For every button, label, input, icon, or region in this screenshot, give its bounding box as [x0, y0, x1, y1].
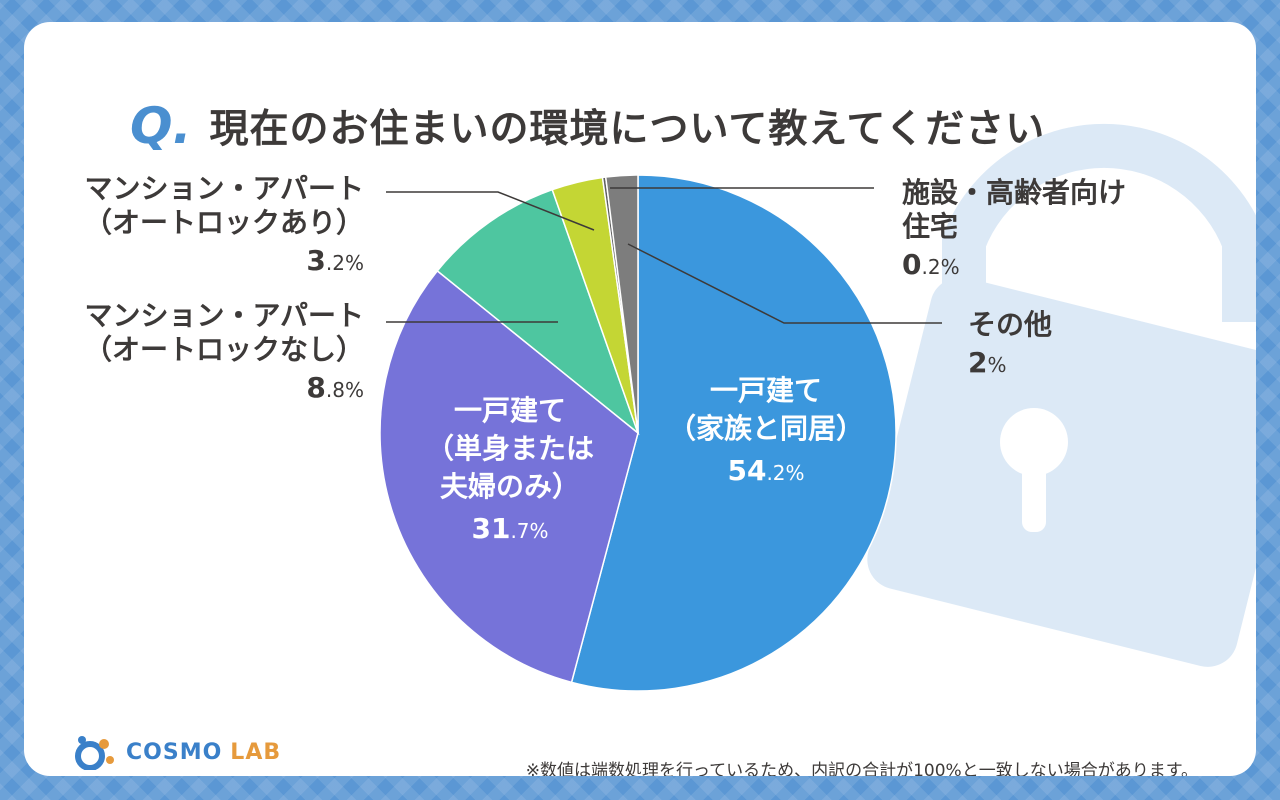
pie-slice-2: [436, 188, 640, 436]
slice-value-1: 31.7%: [471, 512, 548, 545]
footnote: ※数値は端数処理を行っているため、内訳の合計が100%と一致しない場合があります…: [525, 761, 1198, 776]
pie-slice-1: [379, 269, 639, 684]
slice-label-1-line-2: 夫婦のみ）: [440, 470, 580, 503]
page-title: 現在のお住まいの環境について教えてください: [209, 107, 1046, 152]
logo: COSMO LAB: [74, 734, 281, 770]
slice-label-1-line-1: （単身または: [426, 432, 594, 465]
leader-line-5: [627, 243, 942, 324]
slice-label-0-line-1: （家族と同居）: [668, 412, 864, 445]
slice-label-2-line-0: マンション・アパート: [85, 299, 364, 332]
slice-label-2-line-1: （オートロックなし）: [84, 333, 364, 366]
pie-slice-0: [570, 174, 897, 692]
pie-slice-5: [604, 174, 639, 434]
slice-label-4-line-1: 住宅: [902, 210, 958, 243]
logo-text: COSMO: [126, 739, 223, 765]
logo-lab-text: LAB: [230, 739, 282, 765]
lock-watermark-icon: [867, 123, 1256, 667]
slice-value-5: 2%: [968, 346, 1007, 379]
slice-label-5-line-0: その他: [968, 308, 1052, 341]
slice-value-4: 0.2%: [902, 248, 960, 281]
slice-label-0-line-0: 一戸建て: [710, 374, 822, 407]
slice-label-3-line-0: マンション・アパート: [85, 172, 364, 205]
slice-label-1-line-0: 一戸建て: [454, 394, 566, 427]
title: Q. 現在のお住まいの環境について教えてください: [130, 86, 1045, 166]
slice-label-4-line-0: 施設・高齢者向け: [902, 176, 1126, 209]
slice-value-0: 54.2%: [727, 454, 804, 487]
question-mark-label: Q.: [130, 97, 192, 155]
slice-value-2: 8.8%: [306, 371, 364, 404]
slice-label-3-line-1: （オートロックあり）: [84, 206, 364, 239]
leader-line-3: [386, 191, 595, 231]
slice-value-3: 3.2%: [306, 244, 364, 277]
card: Q. 現在のお住まいの環境について教えてください 一戸建て （家族と同居） 54.2…: [24, 22, 1256, 776]
cosmo-lab-logo-icon: [75, 736, 114, 770]
